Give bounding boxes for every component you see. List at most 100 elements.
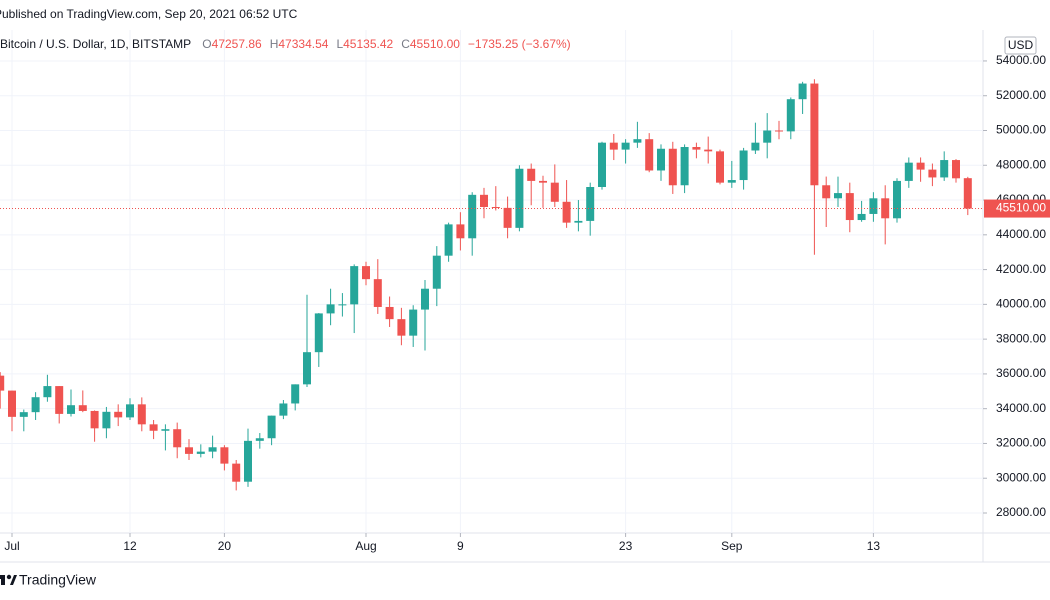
body — [8, 390, 16, 417]
y-tick-label: 38000.00 — [996, 331, 1046, 345]
candle — [185, 439, 193, 460]
last-price-box — [984, 199, 1050, 218]
candle — [586, 182, 595, 236]
y-tick-label: 52000.00 — [996, 88, 1046, 102]
body — [657, 148, 665, 171]
y-tick-label: 42000.00 — [996, 262, 1046, 276]
candle — [196, 444, 205, 458]
body — [161, 429, 170, 431]
body — [763, 130, 772, 143]
body — [137, 404, 146, 425]
body — [727, 180, 736, 183]
logo-slash — [10, 575, 17, 585]
candle — [78, 390, 87, 413]
candle — [609, 133, 618, 161]
body — [362, 266, 370, 280]
y-tick-label: 34000.00 — [996, 401, 1046, 415]
body — [43, 386, 52, 398]
candle — [362, 261, 370, 286]
ohlc-value: 47257.86 — [211, 37, 262, 51]
body — [267, 415, 276, 439]
ohlc-key: C — [401, 37, 410, 51]
body — [775, 130, 783, 132]
y-tick-label: 32000.00 — [996, 436, 1046, 450]
candle — [67, 389, 75, 417]
candle — [869, 192, 878, 222]
y-tick-label: 28000.00 — [996, 505, 1046, 519]
body — [126, 404, 134, 418]
body — [456, 224, 465, 239]
body — [916, 162, 925, 170]
candle — [161, 424, 170, 451]
symbol-title: Bitcoin / U.S. Dollar, 1D, BITSTAMP — [0, 37, 191, 51]
candle — [739, 147, 748, 190]
candle — [704, 136, 713, 164]
body — [550, 182, 559, 202]
candle — [338, 293, 347, 317]
ohlc-value: 45135.42 — [343, 37, 394, 51]
body — [55, 386, 64, 414]
candle — [90, 410, 99, 442]
body — [303, 352, 311, 385]
body — [645, 139, 654, 171]
ohlc-value: 45510.00 — [409, 37, 460, 51]
y-tick-label: 50000.00 — [996, 123, 1046, 137]
logo-dot — [6, 574, 12, 580]
candle — [314, 313, 323, 367]
x-tick-label: 23 — [619, 539, 633, 553]
body — [586, 187, 595, 221]
candle — [244, 428, 252, 487]
candle — [716, 149, 724, 185]
candle — [267, 415, 276, 446]
x-tick-label: Sep — [721, 539, 743, 553]
x-tick-label: 9 — [457, 539, 464, 553]
body — [102, 411, 111, 429]
body — [78, 405, 87, 411]
body — [409, 309, 418, 336]
ohlc-key: O — [202, 37, 212, 51]
currency: USD — [1008, 38, 1034, 52]
candle — [456, 212, 465, 251]
body — [350, 266, 359, 305]
candle — [810, 79, 819, 255]
candle — [798, 81, 807, 114]
candle — [539, 175, 547, 208]
body — [952, 160, 960, 179]
body — [668, 148, 677, 186]
body — [468, 194, 477, 239]
candle — [43, 374, 52, 402]
body — [798, 83, 807, 100]
body — [739, 150, 748, 181]
candle — [137, 397, 146, 432]
candle — [149, 419, 158, 440]
candle — [8, 390, 16, 432]
y-tick-label: 30000.00 — [996, 470, 1046, 484]
x-tick-label: 12 — [123, 539, 137, 553]
body — [19, 412, 28, 417]
body — [149, 424, 158, 431]
candle — [208, 435, 217, 459]
currency-box — [1004, 36, 1037, 55]
y-tick-label: 40000.00 — [996, 297, 1046, 311]
body — [255, 438, 264, 441]
candle — [31, 392, 40, 420]
body — [421, 288, 429, 310]
grid — [0, 30, 983, 533]
candle — [952, 159, 960, 183]
body — [185, 447, 193, 454]
candle — [550, 164, 559, 207]
candle — [845, 182, 854, 233]
candle — [291, 384, 300, 411]
candle — [515, 165, 524, 232]
candle — [491, 186, 500, 211]
candle — [326, 288, 335, 326]
candle — [763, 113, 772, 159]
candle — [657, 144, 665, 181]
candle — [598, 141, 606, 190]
body — [680, 147, 689, 186]
candle — [916, 157, 925, 182]
candle — [102, 406, 111, 439]
body — [786, 99, 795, 132]
x-tick-label: Aug — [355, 539, 376, 553]
body — [444, 224, 453, 256]
